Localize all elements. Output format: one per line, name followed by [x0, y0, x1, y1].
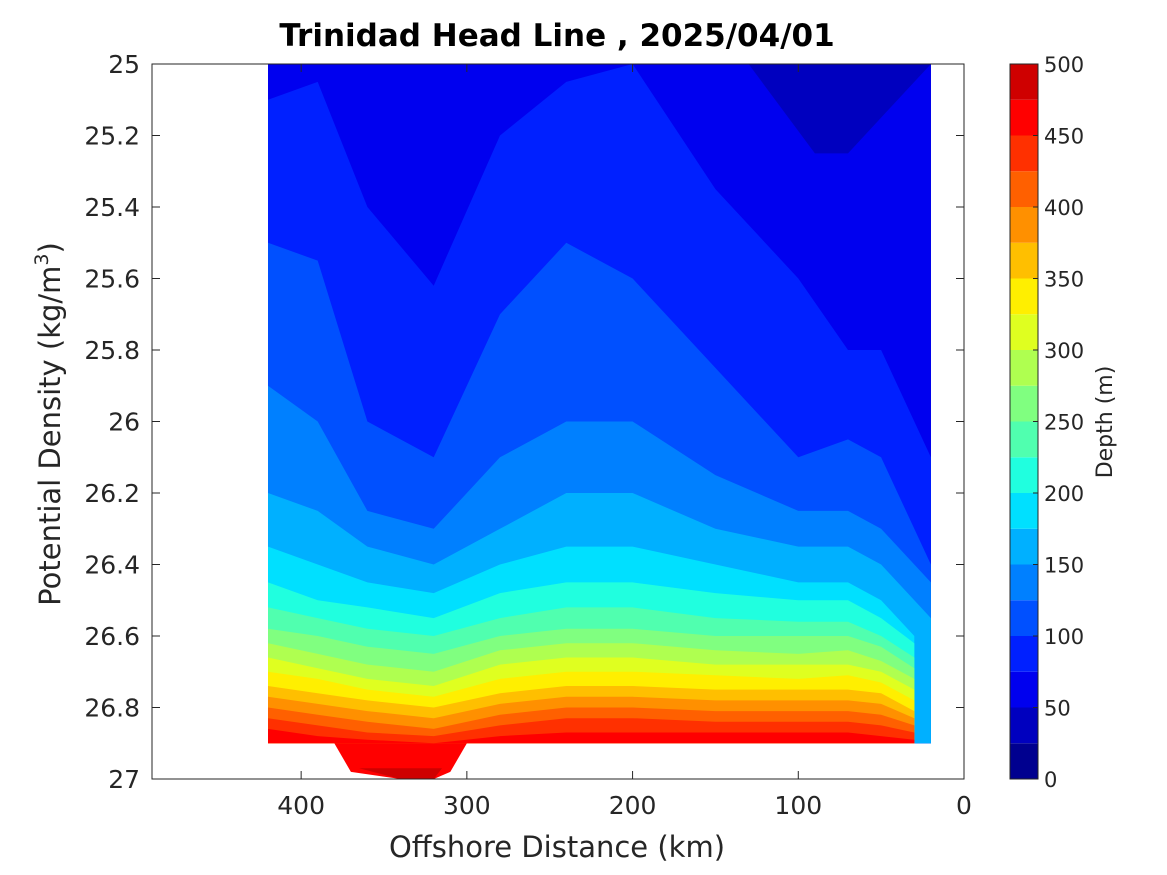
chart-title: Trinidad Head Line , 2025/04/01: [279, 18, 834, 54]
filled-contours: [268, 64, 931, 779]
y-tick-label: 25.8: [84, 336, 140, 365]
y-tick-label: 26.4: [84, 551, 140, 580]
colorbar-swatch: [1010, 64, 1038, 100]
colorbar-swatch: [1010, 99, 1038, 136]
colorbar-swatch: [1010, 171, 1038, 207]
y-tick-label: 27: [108, 765, 140, 794]
colorbar-tick-label: 50: [1044, 697, 1071, 721]
colorbar-tick-label: 200: [1044, 482, 1084, 506]
colorbar-tick-label: 150: [1044, 554, 1084, 578]
x-tick-label: 400: [277, 791, 325, 820]
y-axis-ticks: 25 25.2 25.4 25.6 25.8 26 26.2 26.4 26.6 26.8 27: [84, 50, 964, 794]
colorbar-swatch: [1010, 385, 1038, 422]
colorbar-swatch: [1010, 350, 1038, 386]
y-tick-label: 25.4: [84, 193, 140, 222]
colorbar-tick-label: 300: [1044, 339, 1084, 363]
x-tick-label: 200: [609, 791, 657, 820]
colorbar-label: Depth (m): [1093, 366, 1118, 479]
colorbar-swatch: [1010, 135, 1038, 172]
colorbar-swatch: [1010, 421, 1038, 458]
colorbar-swatch: [1010, 528, 1038, 565]
y-tick-label: 26.6: [84, 622, 140, 651]
x-axis-label: Offshore Distance (km): [389, 830, 725, 864]
y-tick-label: 26.2: [84, 479, 140, 508]
plot-area: 400 300 200 100 0 25 25.2 25.4 25.6 25.8 26 26.2 26…: [84, 50, 972, 820]
colorbar-swatch: [1010, 207, 1038, 243]
deep-tongue-band-475: [359, 768, 442, 779]
x-axis-ticks: 400 300 200 100 0: [277, 64, 972, 820]
colorbar-tick-label: 350: [1044, 268, 1084, 292]
colorbar-swatch: [1010, 493, 1038, 529]
colorbar-tick-label: 450: [1044, 125, 1084, 149]
colorbar-swatch: [1010, 671, 1038, 708]
y-tick-label: 25.2: [84, 122, 140, 151]
colorbar-swatch: [1010, 242, 1038, 279]
x-tick-label: 0: [956, 791, 972, 820]
colorbar-swatch: [1010, 314, 1038, 350]
y-axis-label: Potential Density (kg/m3): [31, 242, 67, 606]
colorbar-swatch: [1010, 600, 1038, 636]
colorbar-swatch: [1010, 564, 1038, 601]
colorbar-tick-label: 0: [1044, 768, 1057, 792]
x-tick-label: 300: [443, 791, 491, 820]
colorbar-tick-label: 400: [1044, 196, 1084, 220]
colorbar-swatch: [1010, 278, 1038, 315]
y-tick-label: 25: [108, 50, 140, 79]
y-tick-label: 26: [108, 408, 140, 437]
colorbar-tick-label: 250: [1044, 411, 1084, 435]
x-tick-label: 100: [774, 791, 822, 820]
colorbar-swatch: [1010, 636, 1038, 672]
colorbar-tick-label: 100: [1044, 625, 1084, 649]
depth-band-450-475: [268, 728, 915, 744]
colorbar-tick-label: 500: [1044, 53, 1084, 77]
colorbar: 0 50 100 150 200 250 300 350 400 450 500: [1009, 53, 1084, 792]
y-tick-label: 25.6: [84, 265, 140, 294]
colorbar-swatch: [1010, 743, 1038, 779]
colorbar-swatch: [1010, 707, 1038, 744]
colorbar-swatch: [1010, 457, 1038, 493]
y-tick-label: 26.8: [84, 694, 140, 723]
